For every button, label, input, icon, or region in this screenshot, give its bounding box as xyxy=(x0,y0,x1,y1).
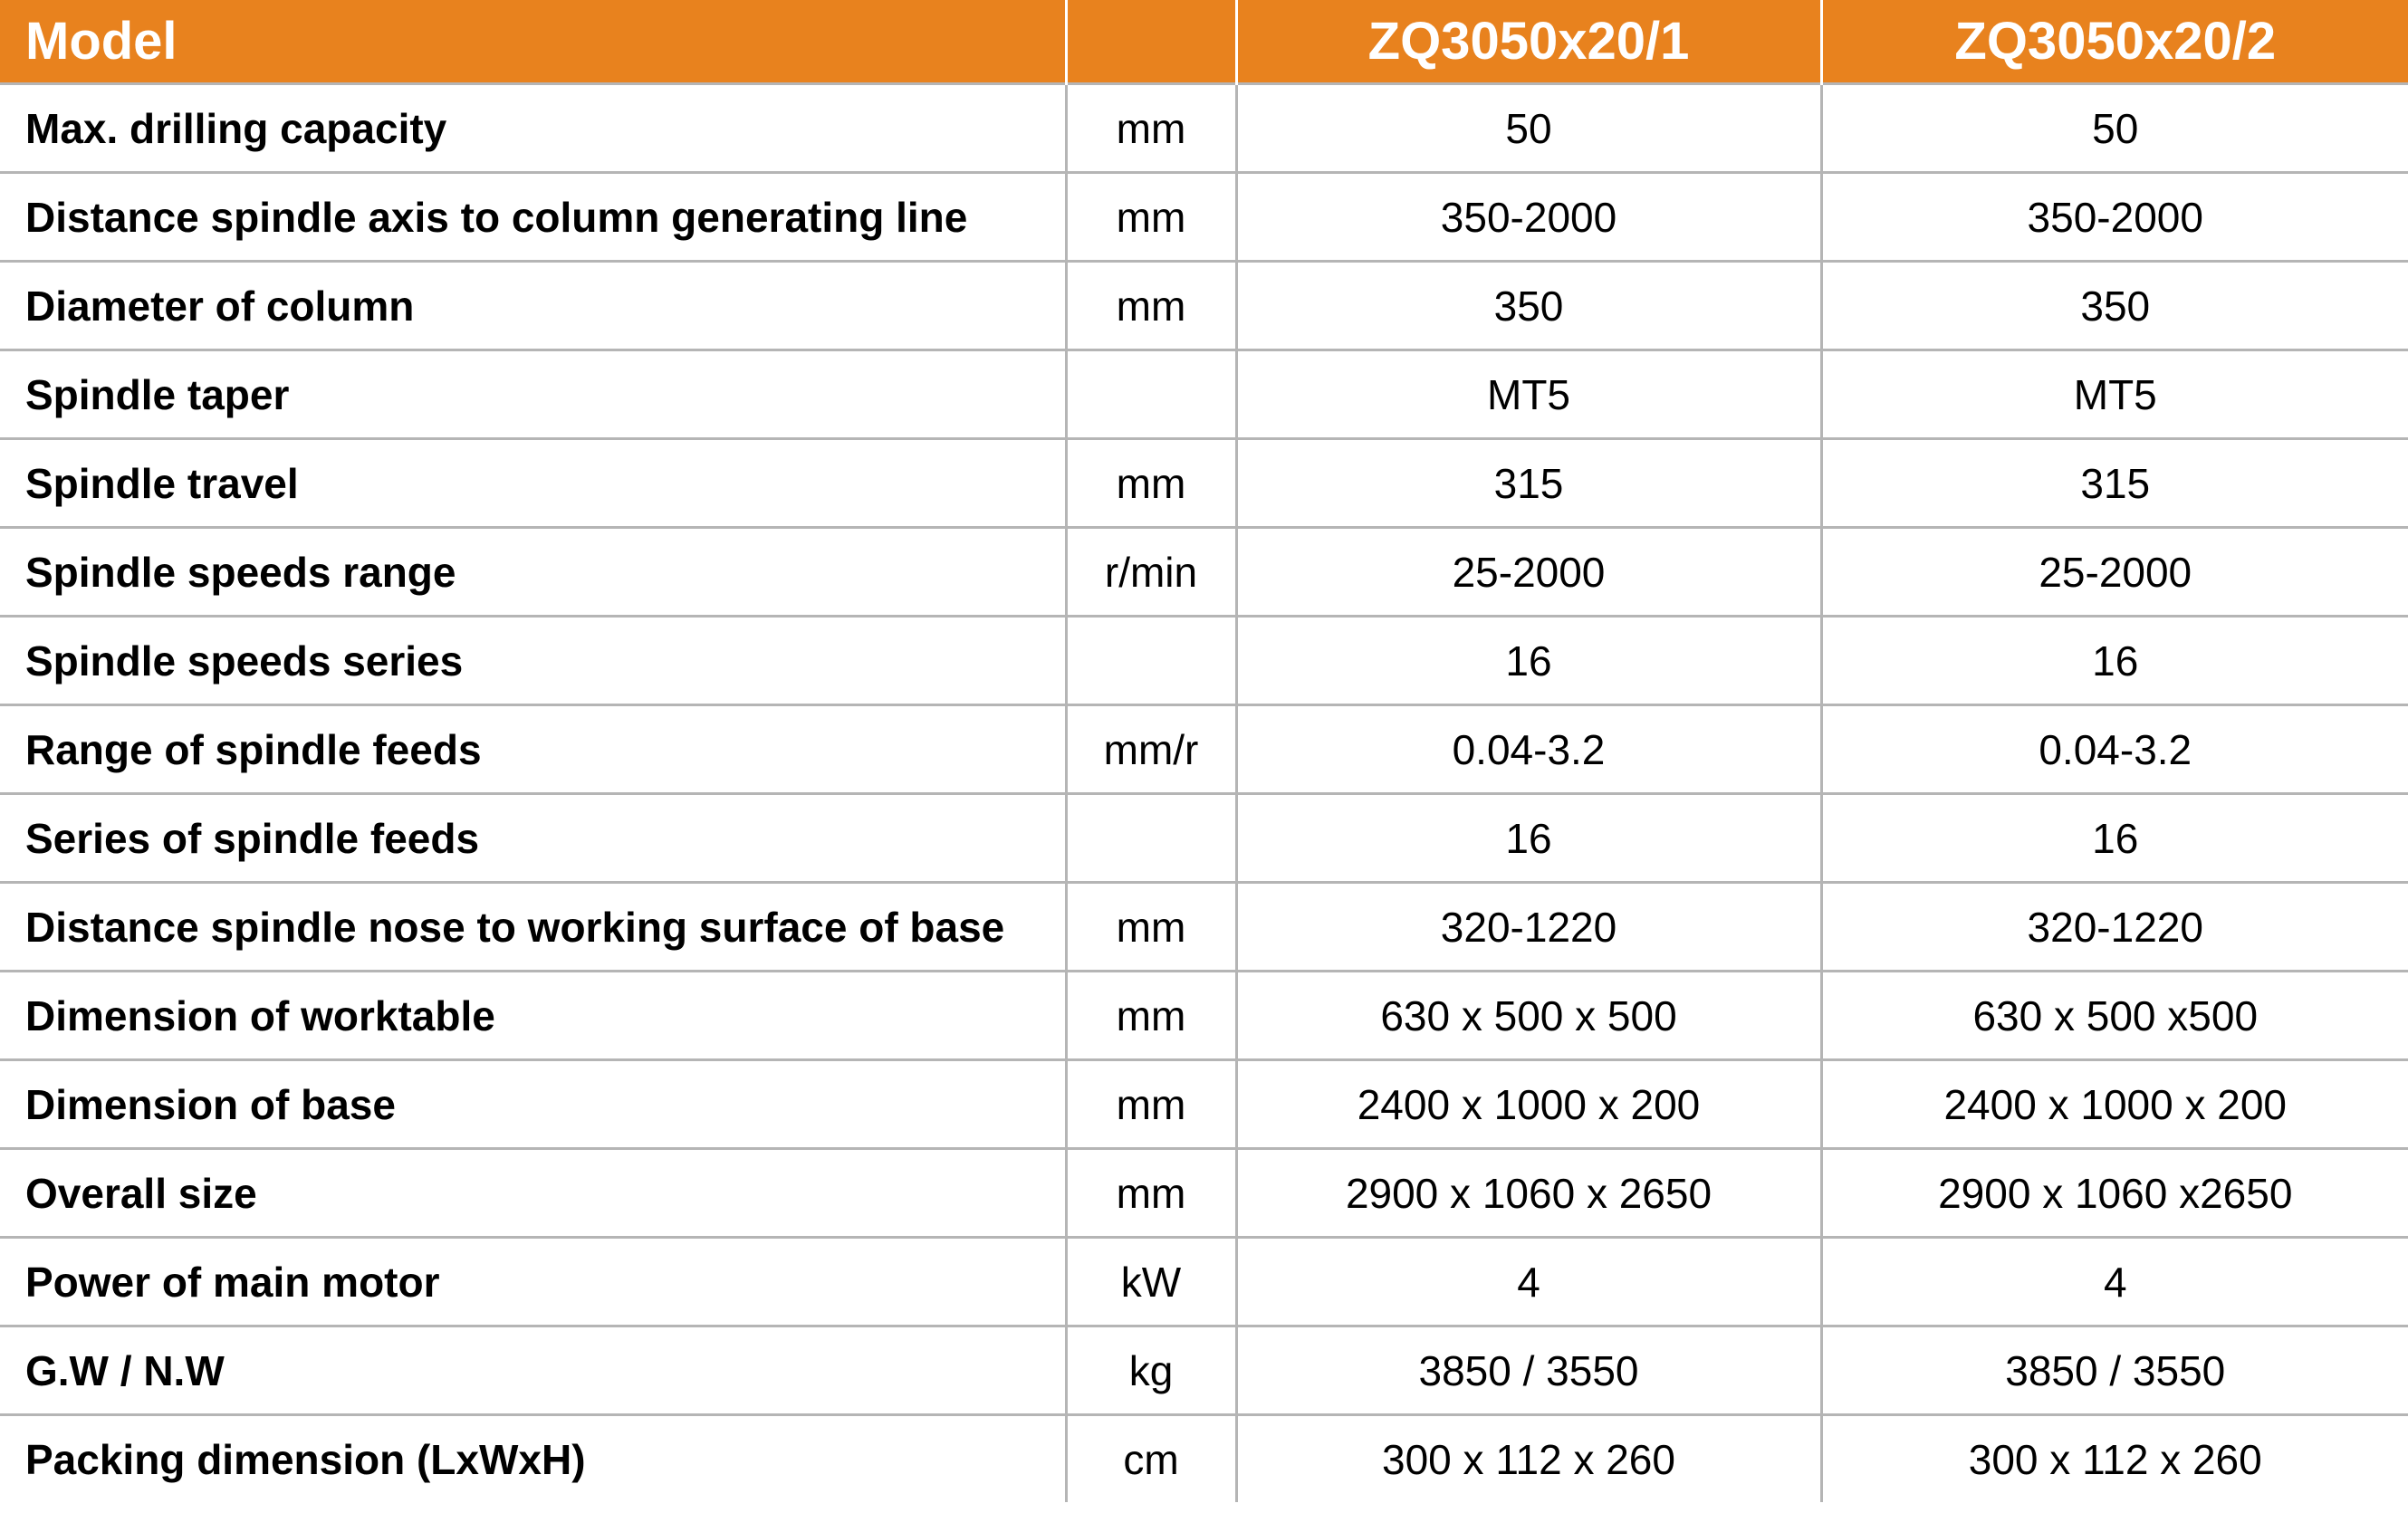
row-value: 300 x 112 x 260 xyxy=(1819,1413,2408,1502)
table-row: Dimension of worktable mm 630 x 500 x 500 6… xyxy=(0,970,2408,1060)
row-label: G.W / N.W xyxy=(0,1325,1066,1415)
row-value: 0.04-3.2 xyxy=(1819,704,2408,794)
header-model: ZQ3050x20/2 xyxy=(1819,0,2408,84)
row-value: 320-1220 xyxy=(1234,881,1821,972)
table-row: Spindle speeds series 16 16 xyxy=(0,615,2408,705)
row-label: Series of spindle feeds xyxy=(0,792,1066,883)
row-value: 0.04-3.2 xyxy=(1234,704,1821,794)
row-unit xyxy=(1064,792,1236,883)
row-label: Spindle speeds range xyxy=(0,526,1066,617)
row-label: Power of main motor xyxy=(0,1236,1066,1326)
row-unit: mm/r xyxy=(1064,704,1236,794)
row-label: Overall size xyxy=(0,1147,1066,1238)
row-value: 16 xyxy=(1234,792,1821,883)
header-unit xyxy=(1064,0,1236,84)
table-row: Overall size mm 2900 x 1060 x 2650 2900 x 1… xyxy=(0,1147,2408,1238)
row-value: 4 xyxy=(1819,1236,2408,1326)
row-value: 4 xyxy=(1234,1236,1821,1326)
row-label: Range of spindle feeds xyxy=(0,704,1066,794)
table-row: Distance spindle nose to working surface… xyxy=(0,881,2408,972)
row-label: Spindle taper xyxy=(0,349,1066,439)
table-row: Packing dimension (LxWxH) cm 300 x 112 x 2… xyxy=(0,1413,2408,1502)
row-unit: mm xyxy=(1064,1058,1236,1149)
row-value: 2900 x 1060 x2650 xyxy=(1819,1147,2408,1238)
row-unit: mm xyxy=(1064,171,1236,262)
table-row: Series of spindle feeds 16 16 xyxy=(0,792,2408,883)
row-value: 350 xyxy=(1819,260,2408,350)
row-value: 25-2000 xyxy=(1819,526,2408,617)
row-unit: mm xyxy=(1064,1147,1236,1238)
table-row: Distance spindle axis to column generati… xyxy=(0,171,2408,262)
table-row: Dimension of base mm 2400 x 1000 x 200 2400… xyxy=(0,1058,2408,1149)
table-row: Max. drilling capacity mm 50 50 xyxy=(0,82,2408,173)
row-unit: kW xyxy=(1064,1236,1236,1326)
row-label: Diameter of column xyxy=(0,260,1066,350)
row-value: 16 xyxy=(1819,615,2408,705)
row-unit: cm xyxy=(1064,1413,1236,1502)
row-label: Spindle speeds series xyxy=(0,615,1066,705)
row-label: Packing dimension (LxWxH) xyxy=(0,1413,1066,1502)
row-value: 2400 x 1000 x 200 xyxy=(1819,1058,2408,1149)
row-value: 25-2000 xyxy=(1234,526,1821,617)
row-unit xyxy=(1064,349,1236,439)
row-label: Distance spindle axis to column generati… xyxy=(0,171,1066,262)
row-value: 320-1220 xyxy=(1819,881,2408,972)
row-label: Spindle travel xyxy=(0,437,1066,528)
header-title: Model xyxy=(0,0,1066,84)
row-label: Dimension of base xyxy=(0,1058,1066,1149)
row-unit: mm xyxy=(1064,82,1236,173)
row-label: Dimension of worktable xyxy=(0,970,1066,1060)
header-row: Model ZQ3050x20/1 ZQ3050x20/2 xyxy=(0,0,2408,84)
table-body: Max. drilling capacity mm 50 50 Distance spi… xyxy=(0,82,2408,1502)
row-unit: mm xyxy=(1064,970,1236,1060)
row-label: Distance spindle nose to working surface… xyxy=(0,881,1066,972)
row-value: 315 xyxy=(1234,437,1821,528)
row-value: 300 x 112 x 260 xyxy=(1234,1413,1821,1502)
row-value: 350-2000 xyxy=(1819,171,2408,262)
row-value: 3850 / 3550 xyxy=(1819,1325,2408,1415)
row-value: 50 xyxy=(1234,82,1821,173)
table-row: Spindle speeds range r/min 25-2000 25-2000 xyxy=(0,526,2408,617)
row-value: 2400 x 1000 x 200 xyxy=(1234,1058,1821,1149)
table-row: Range of spindle feeds mm/r 0.04-3.2 0.04-3… xyxy=(0,704,2408,794)
row-unit: kg xyxy=(1064,1325,1236,1415)
row-value: 630 x 500 x 500 xyxy=(1234,970,1821,1060)
row-unit: mm xyxy=(1064,260,1236,350)
row-value: 2900 x 1060 x 2650 xyxy=(1234,1147,1821,1238)
row-unit: r/min xyxy=(1064,526,1236,617)
row-value: 16 xyxy=(1234,615,1821,705)
row-value: 350-2000 xyxy=(1234,171,1821,262)
row-unit: mm xyxy=(1064,437,1236,528)
row-unit: mm xyxy=(1064,881,1236,972)
row-value: 16 xyxy=(1819,792,2408,883)
row-value: 315 xyxy=(1819,437,2408,528)
row-value: 50 xyxy=(1819,82,2408,173)
table-row: G.W / N.W kg 3850 / 3550 3850 / 3550 xyxy=(0,1325,2408,1415)
table-row: Spindle taper MT5 MT5 xyxy=(0,349,2408,439)
row-label: Max. drilling capacity xyxy=(0,82,1066,173)
header-model: ZQ3050x20/1 xyxy=(1234,0,1821,84)
row-value: 630 x 500 x500 xyxy=(1819,970,2408,1060)
row-value: 350 xyxy=(1234,260,1821,350)
row-unit xyxy=(1064,615,1236,705)
row-value: 3850 / 3550 xyxy=(1234,1325,1821,1415)
table-row: Power of main motor kW 4 4 xyxy=(0,1236,2408,1326)
row-value: MT5 xyxy=(1819,349,2408,439)
table-row: Diameter of column mm 350 350 xyxy=(0,260,2408,350)
row-value: MT5 xyxy=(1234,349,1821,439)
table-row: Spindle travel mm 315 315 xyxy=(0,437,2408,528)
